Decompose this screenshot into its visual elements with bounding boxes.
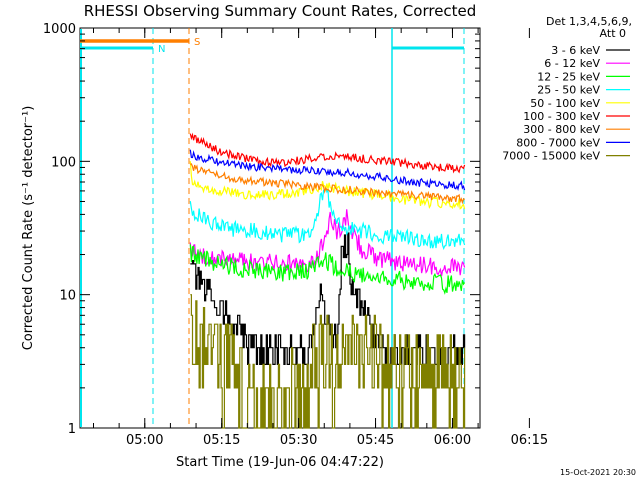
legend-label: 6 - 12 keV <box>544 57 600 70</box>
x-axis-label: Start Time (19-Jun-06 04:47:22) <box>176 455 384 470</box>
series-line <box>190 294 466 429</box>
legend-label: 100 - 300 keV <box>523 110 600 123</box>
legend-label: 800 - 7000 keV <box>516 136 600 149</box>
series-lines <box>189 132 466 429</box>
x-tick-label: 06:15 <box>511 433 548 448</box>
y-tick-label: 1000 <box>43 22 76 37</box>
night-marker-label: N <box>158 44 165 55</box>
detector-info-line-1: Det 1,3,4,5,6,9, <box>546 15 632 28</box>
y-axis-label: Corrected Count Rate (s⁻¹ detector⁻¹) <box>21 106 36 351</box>
series-line <box>189 161 466 210</box>
footer-date: 15-Oct-2021 20:30 <box>560 468 636 477</box>
legend-label: 300 - 800 keV <box>523 123 600 136</box>
x-tick-label: 05:30 <box>280 433 317 448</box>
y-tick-label: 100 <box>51 155 76 170</box>
chart-title: RHESSI Observing Summary Count Rates, Co… <box>84 2 477 20</box>
x-tick-label: 05:15 <box>203 433 240 448</box>
series-line <box>189 149 466 192</box>
y-axis: 1 10 100 1000 <box>43 22 480 437</box>
legend-label: 50 - 100 keV <box>530 97 600 110</box>
x-tick-label: 05:00 <box>126 433 163 448</box>
y-tick-label: 10 <box>59 289 76 304</box>
series-line <box>189 186 466 251</box>
x-tick-label: 05:45 <box>357 433 394 448</box>
legend-label: 7000 - 15000 keV <box>502 150 600 163</box>
x-axis: 05:00 05:15 05:30 05:45 06:00 06:15 <box>92 28 548 448</box>
legend-label: 25 - 50 keV <box>537 84 600 97</box>
saa-marker-label: S <box>194 37 200 48</box>
series-line <box>189 132 466 174</box>
spacecraft-markers: NS <box>80 28 465 428</box>
detector-info-line-2: Att 0 <box>600 27 626 40</box>
y-tick-label: 1 <box>68 422 76 437</box>
x-tick-label: 06:00 <box>434 433 471 448</box>
legend-label: 3 - 6 keV <box>551 44 600 57</box>
series-line <box>190 163 465 205</box>
series-line <box>189 244 466 295</box>
legend-label: 12 - 25 keV <box>537 70 600 83</box>
